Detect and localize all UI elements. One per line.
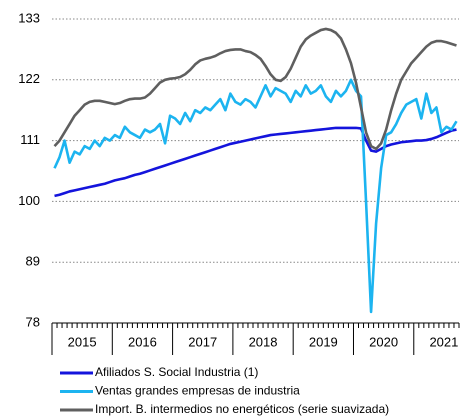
x-tick-label: 2020 (369, 334, 398, 349)
y-tick-label: 111 (20, 132, 40, 147)
x-tick-label: 2015 (68, 334, 97, 349)
y-tick-label: 122 (18, 71, 40, 86)
y-tick-label: 89 (26, 254, 40, 269)
x-tick-label: 2021 (429, 334, 458, 349)
legend-label: Afiliados S. Social Industria (1) (95, 365, 258, 379)
x-tick-label: 2018 (249, 334, 278, 349)
series-line (53, 27, 457, 151)
legend: Afiliados S. Social Industria (1) Ventas … (60, 365, 389, 416)
legend-label: Ventas grandes empresas de industria (95, 384, 300, 398)
legend-label: Import. B. intermedios no energéticos (s… (95, 402, 389, 416)
x-tick-label: 2017 (188, 334, 217, 349)
y-tick-label: 100 (18, 193, 40, 208)
y-tick-label: 133 (18, 10, 40, 25)
series-line (54, 126, 457, 198)
y-tick-label: 78 (26, 314, 40, 329)
x-tick-label: 2016 (128, 334, 157, 349)
x-tick-label: 2019 (309, 334, 338, 349)
series-line (53, 78, 458, 314)
